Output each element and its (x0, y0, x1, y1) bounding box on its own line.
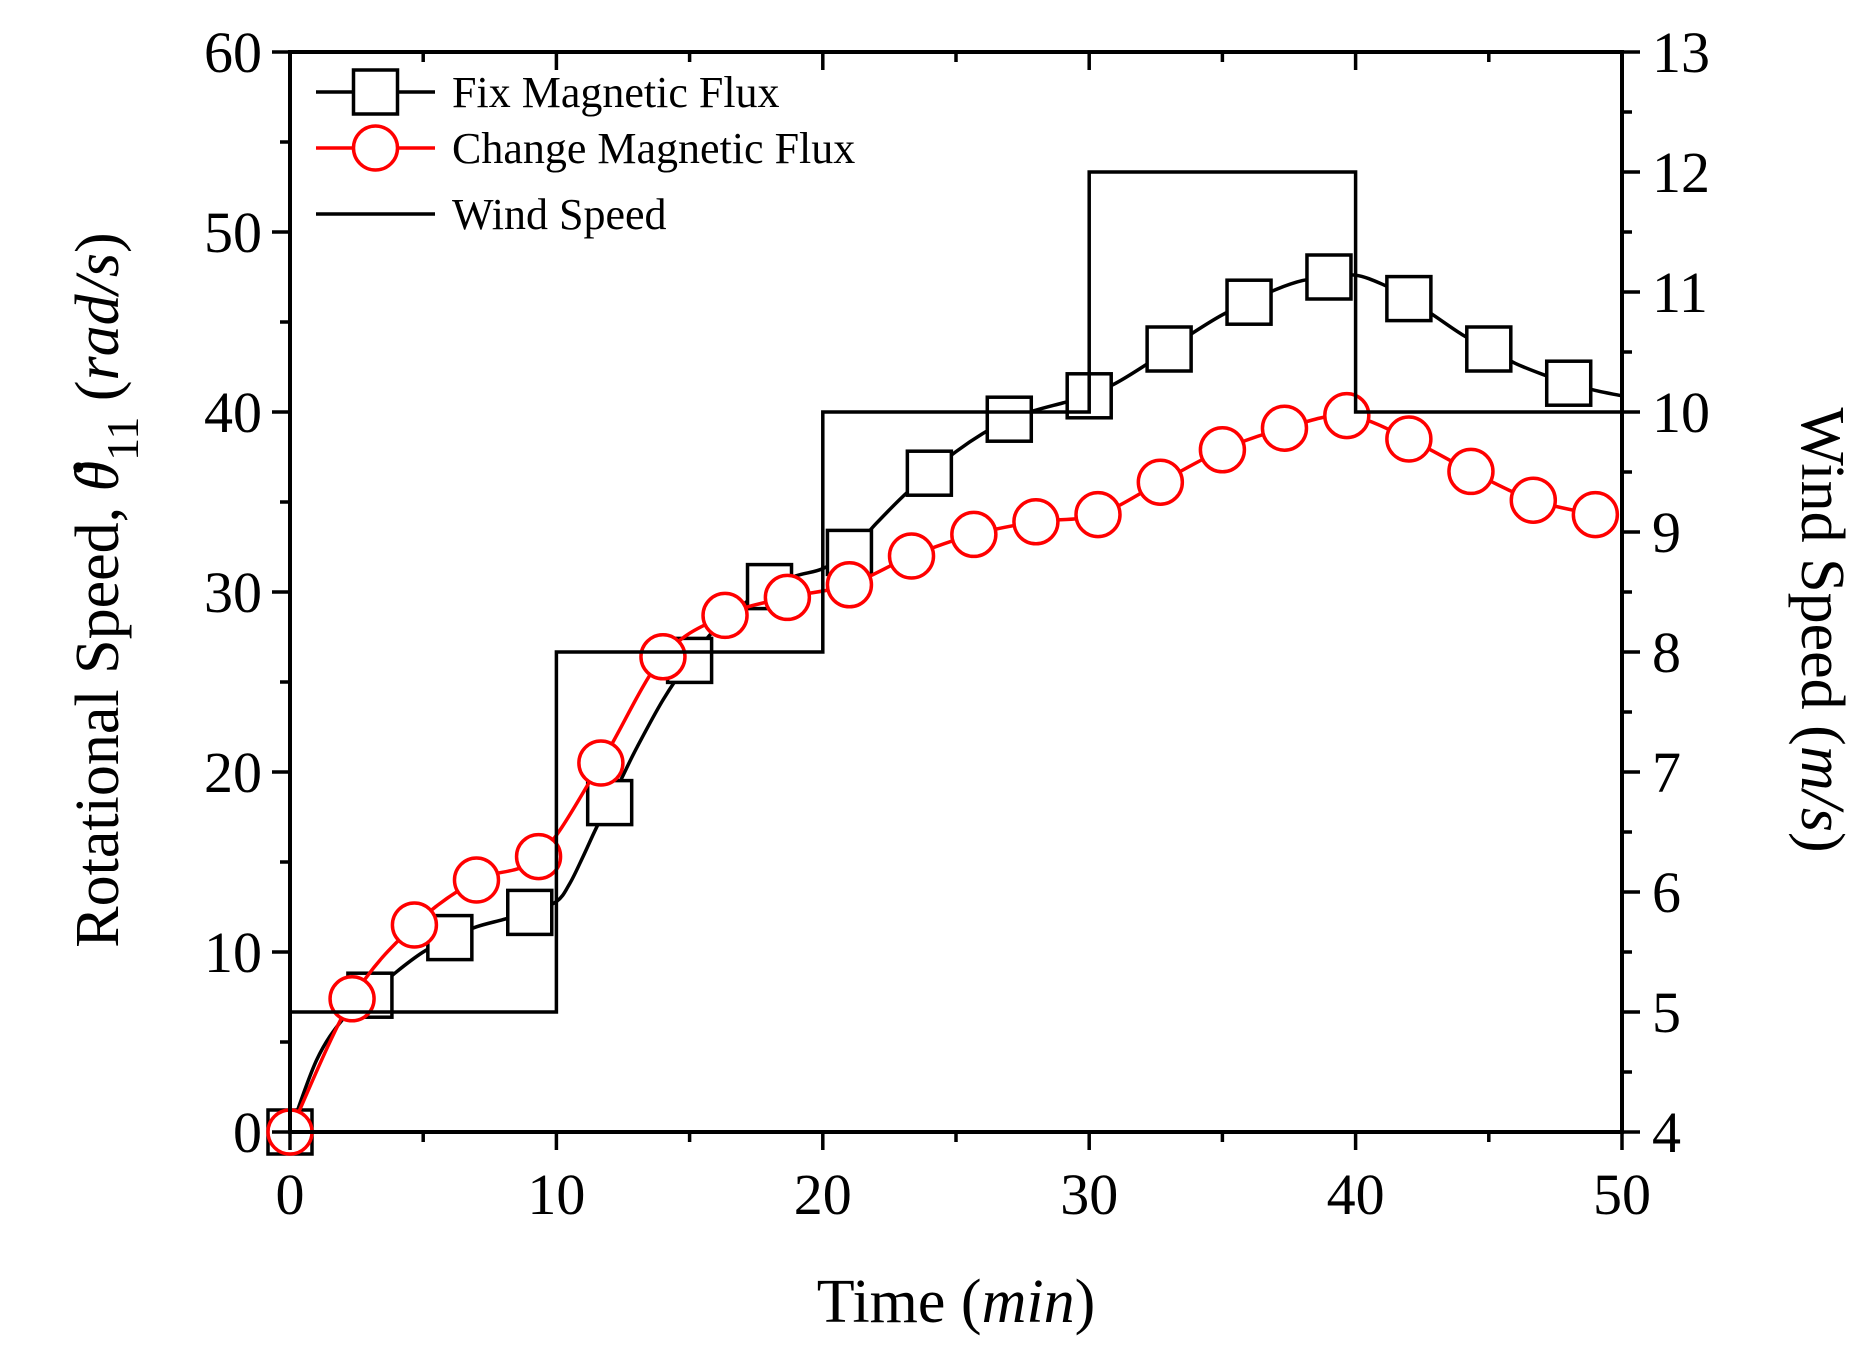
y-right-tick-label: 8 (1652, 620, 1681, 685)
y-right-tick-label: 9 (1652, 500, 1681, 565)
legend: Fix Magnetic Flux Change Magnetic Flux Win… (316, 68, 855, 239)
data-point-square (905, 449, 954, 497)
y-left-tick-label: 20 (204, 740, 262, 805)
y-left-tick-label: 0 (233, 1100, 262, 1165)
legend-item: Wind Speed (316, 190, 667, 239)
data-point-circle (1447, 447, 1495, 496)
data-point-circle (1198, 426, 1247, 474)
x-axis-title: Time (min) (817, 1268, 1095, 1336)
data-point-circle (825, 561, 874, 609)
data-point-circle (514, 832, 563, 881)
data-point-square (1145, 325, 1193, 373)
data-point-square (506, 888, 554, 937)
data-point-circle (763, 573, 812, 622)
legend-marker-square (351, 68, 400, 116)
data-point-circle (1012, 498, 1060, 546)
data-point-circle (1074, 490, 1122, 539)
y-left-tick-label: 30 (204, 560, 262, 625)
series-fix-magnetic-flux (266, 253, 1623, 1156)
legend-label: Change Magnetic Flux (452, 124, 855, 173)
data-point-circle (1323, 391, 1371, 440)
y-right-tick-label: 4 (1652, 1100, 1681, 1165)
y-left-tick-label: 10 (204, 920, 262, 985)
data-point-square (1305, 253, 1353, 301)
y-axis-right-title: Wind Speed (m/s) (1788, 407, 1856, 852)
data-point-circle (887, 532, 936, 580)
series-line (288, 413, 1596, 1133)
data-point-square (1465, 325, 1513, 373)
y-right-tick-label: 10 (1652, 380, 1710, 445)
legend-marker-circle (351, 124, 400, 172)
data-point-circle (1385, 415, 1433, 463)
legend-label: Fix Magnetic Flux (452, 68, 780, 117)
y-right-tick-label: 12 (1652, 140, 1710, 205)
data-point-circle (950, 510, 998, 559)
data-point-square (1544, 359, 1593, 407)
series-change-magnetic-flux (266, 391, 1620, 1156)
x-tick-label: 30 (1060, 1162, 1118, 1227)
x-tick-label: 20 (794, 1162, 852, 1227)
legend-label: Wind Speed (452, 190, 667, 239)
data-point-circle (1509, 476, 1558, 524)
data-point-square (1225, 278, 1273, 326)
data-point-square (1385, 274, 1433, 323)
legend-item: Fix Magnetic Flux (316, 68, 780, 117)
data-point-square (585, 778, 634, 827)
data-point-circle (1260, 404, 1309, 452)
y-axis-left-title: Rotational Speed, θ11 (rad/s) (64, 232, 148, 947)
data-point-circle (1136, 458, 1185, 506)
y-right-tick-label: 7 (1652, 740, 1681, 805)
data-point-circle (452, 856, 501, 904)
y-left-tick-label: 50 (204, 200, 262, 265)
theta-dot-accent: · (68, 434, 89, 502)
data-point-circle (328, 975, 376, 1023)
x-tick-label: 40 (1327, 1162, 1385, 1227)
x-tick-label: 0 (276, 1162, 305, 1227)
y-right-tick-label: 11 (1652, 260, 1708, 325)
x-tick-label: 50 (1593, 1162, 1651, 1227)
data-point-circle (390, 901, 439, 949)
series-line (288, 273, 1623, 1133)
y-right-tick-label: 5 (1652, 980, 1681, 1045)
data-point-circle (639, 633, 687, 681)
data-point-circle (1571, 490, 1620, 539)
wind-speed-step-line (290, 170, 1622, 1014)
y-right-tick-label: 13 (1652, 20, 1710, 85)
data-point-circle (577, 739, 625, 787)
y-left-tick-label: 40 (204, 380, 262, 445)
y-left-tick-label: 60 (204, 20, 262, 85)
y-right-tick-label: 6 (1652, 860, 1681, 925)
data-point-square (985, 395, 1034, 443)
data-point-circle (701, 591, 749, 640)
x-tick-label: 10 (527, 1162, 585, 1227)
ticks-layer: 0 10 20 30 40 50 0 10 20 30 40 50 60 4 5 6 7 8 9 10 11 12 13 (204, 20, 1710, 1227)
series-layer (266, 170, 1623, 1156)
series-wind-speed (290, 170, 1622, 1014)
legend-item: Change Magnetic Flux (316, 124, 855, 173)
plot-frame (288, 50, 1624, 1134)
